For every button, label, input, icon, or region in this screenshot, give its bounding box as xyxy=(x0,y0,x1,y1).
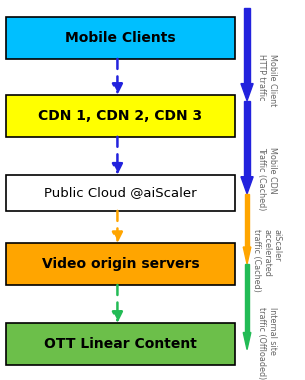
Text: Mobile CDN
Traffic (Cached): Mobile CDN Traffic (Cached) xyxy=(257,147,277,211)
Polygon shape xyxy=(243,332,251,350)
Text: OTT Linear Content: OTT Linear Content xyxy=(44,337,197,351)
Text: Mobile Client
HTTP traffic: Mobile Client HTTP traffic xyxy=(257,54,277,106)
Text: Public Cloud @aiScaler: Public Cloud @aiScaler xyxy=(44,186,197,200)
Polygon shape xyxy=(241,177,253,194)
Text: Internal site
traffic (Offloaded): Internal site traffic (Offloaded) xyxy=(257,307,277,379)
Polygon shape xyxy=(245,264,249,332)
Polygon shape xyxy=(244,8,250,84)
Text: Video origin servers: Video origin servers xyxy=(42,257,199,271)
Text: aiScaler
accelerated
traffic (Cached): aiScaler accelerated traffic (Cached) xyxy=(252,229,282,292)
Polygon shape xyxy=(241,84,253,101)
FancyBboxPatch shape xyxy=(6,95,235,137)
FancyBboxPatch shape xyxy=(6,175,235,211)
FancyBboxPatch shape xyxy=(6,17,235,59)
FancyBboxPatch shape xyxy=(6,323,235,365)
Text: CDN 1, CDN 2, CDN 3: CDN 1, CDN 2, CDN 3 xyxy=(38,109,203,123)
Polygon shape xyxy=(243,247,251,264)
Polygon shape xyxy=(245,194,249,247)
FancyBboxPatch shape xyxy=(6,243,235,285)
Text: Mobile Clients: Mobile Clients xyxy=(65,31,176,45)
Polygon shape xyxy=(244,101,250,177)
